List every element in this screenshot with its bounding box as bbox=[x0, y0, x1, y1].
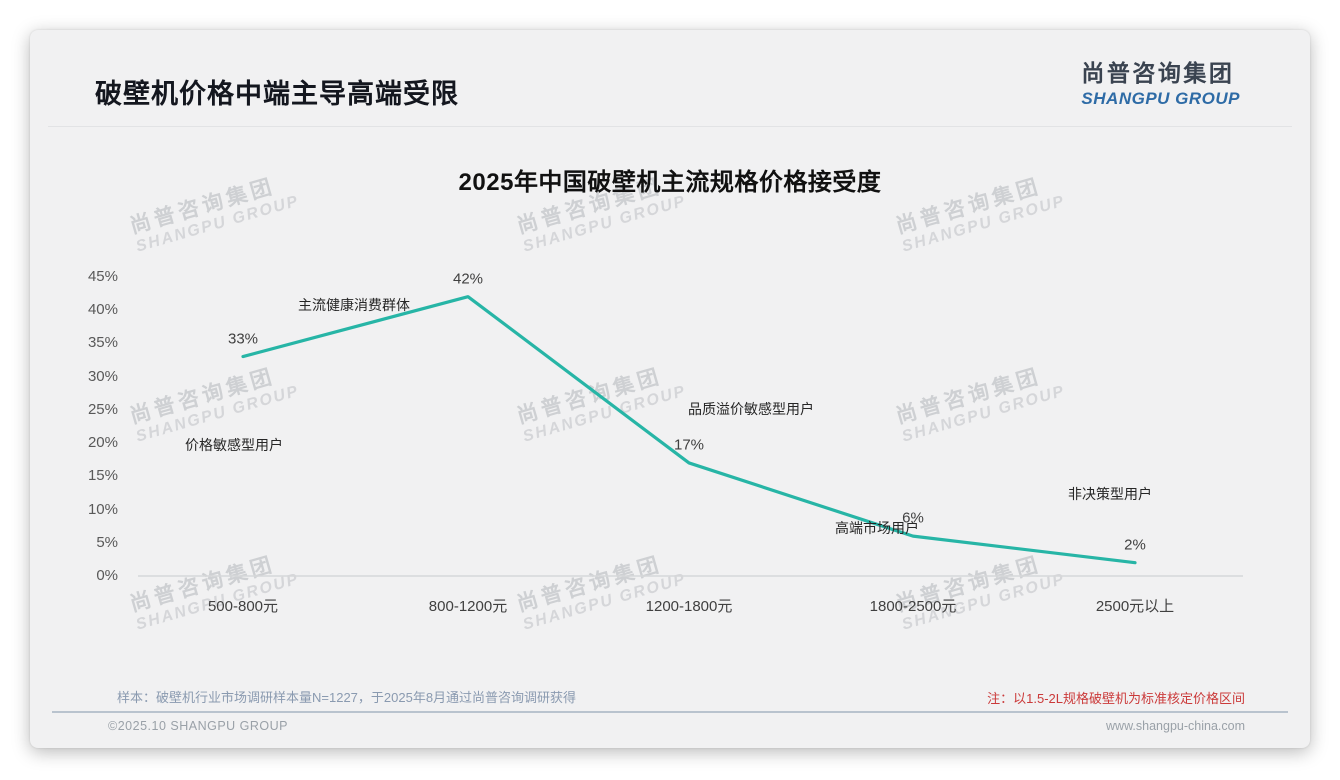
segment-annotation: 主流健康消费群体 bbox=[298, 297, 410, 313]
y-tick-label: 10% bbox=[87, 500, 118, 518]
header-divider bbox=[48, 126, 1292, 127]
y-tick-label: 20% bbox=[87, 434, 118, 451]
company-logo: 尚普咨询集团 SHANGPU GROUP bbox=[1081, 54, 1240, 109]
logo-en-text: SHANGPU GROUP bbox=[1081, 89, 1240, 108]
y-tick-label: 15% bbox=[87, 467, 118, 485]
segment-annotation: 非决策型用户 bbox=[1068, 486, 1152, 502]
y-tick-label: 45% bbox=[87, 267, 118, 285]
y-tick-label: 40% bbox=[87, 301, 118, 318]
y-tick-label: 0% bbox=[96, 567, 118, 584]
y-tick-label: 5% bbox=[96, 533, 118, 551]
x-category-label: 500-800元 bbox=[207, 598, 279, 615]
data-point-label: 6% bbox=[902, 509, 924, 527]
y-tick-label: 30% bbox=[87, 367, 118, 385]
y-tick-label: 25% bbox=[87, 400, 118, 418]
data-point-label: 17% bbox=[673, 436, 705, 454]
segment-annotation: 价格敏感型用户 bbox=[185, 437, 283, 453]
price-range-note: 注：以1.5-2L规格破壁机为标准核定价格区间 bbox=[987, 691, 1245, 706]
data-point-label: 42% bbox=[452, 270, 484, 288]
data-point-label: 2% bbox=[1124, 536, 1146, 554]
slide: 尚普咨询集团 SHANGPU GROUP 尚普咨询集团 SHANGPU GROUP 尚普… bbox=[30, 30, 1310, 748]
x-category-label: 800-1200元 bbox=[428, 598, 508, 615]
page-title: 破壁机价格中端主导高端受限 bbox=[95, 79, 459, 109]
footer-website: www.shangpu-china.com bbox=[1106, 719, 1245, 733]
data-point-label: 33% bbox=[227, 330, 259, 348]
x-category-label: 1200-1800元 bbox=[645, 598, 733, 615]
segment-annotation: 品质溢价敏感型用户 bbox=[688, 401, 814, 417]
footer-divider bbox=[52, 711, 1288, 713]
segment-annotation: 高端市场用户 bbox=[835, 520, 919, 536]
sample-note: 样本：破壁机行业市场调研样本量N=1227，于2025年8月通过尚普咨询调研获得 bbox=[117, 690, 577, 705]
footer-copyright: ©2025.10 SHANGPU GROUP bbox=[108, 719, 288, 733]
x-category-label: 1800-2500元 bbox=[869, 598, 957, 615]
chart-title: 2025年中国破壁机主流规格价格接受度 bbox=[458, 169, 882, 196]
y-tick-label: 35% bbox=[87, 334, 118, 352]
chart-canvas bbox=[138, 295, 1243, 577]
x-category-label: 2500元以上 bbox=[1095, 598, 1175, 615]
acceptance-line bbox=[241, 295, 1137, 565]
logo-cn-text: 尚普咨询集团 bbox=[1081, 60, 1235, 86]
